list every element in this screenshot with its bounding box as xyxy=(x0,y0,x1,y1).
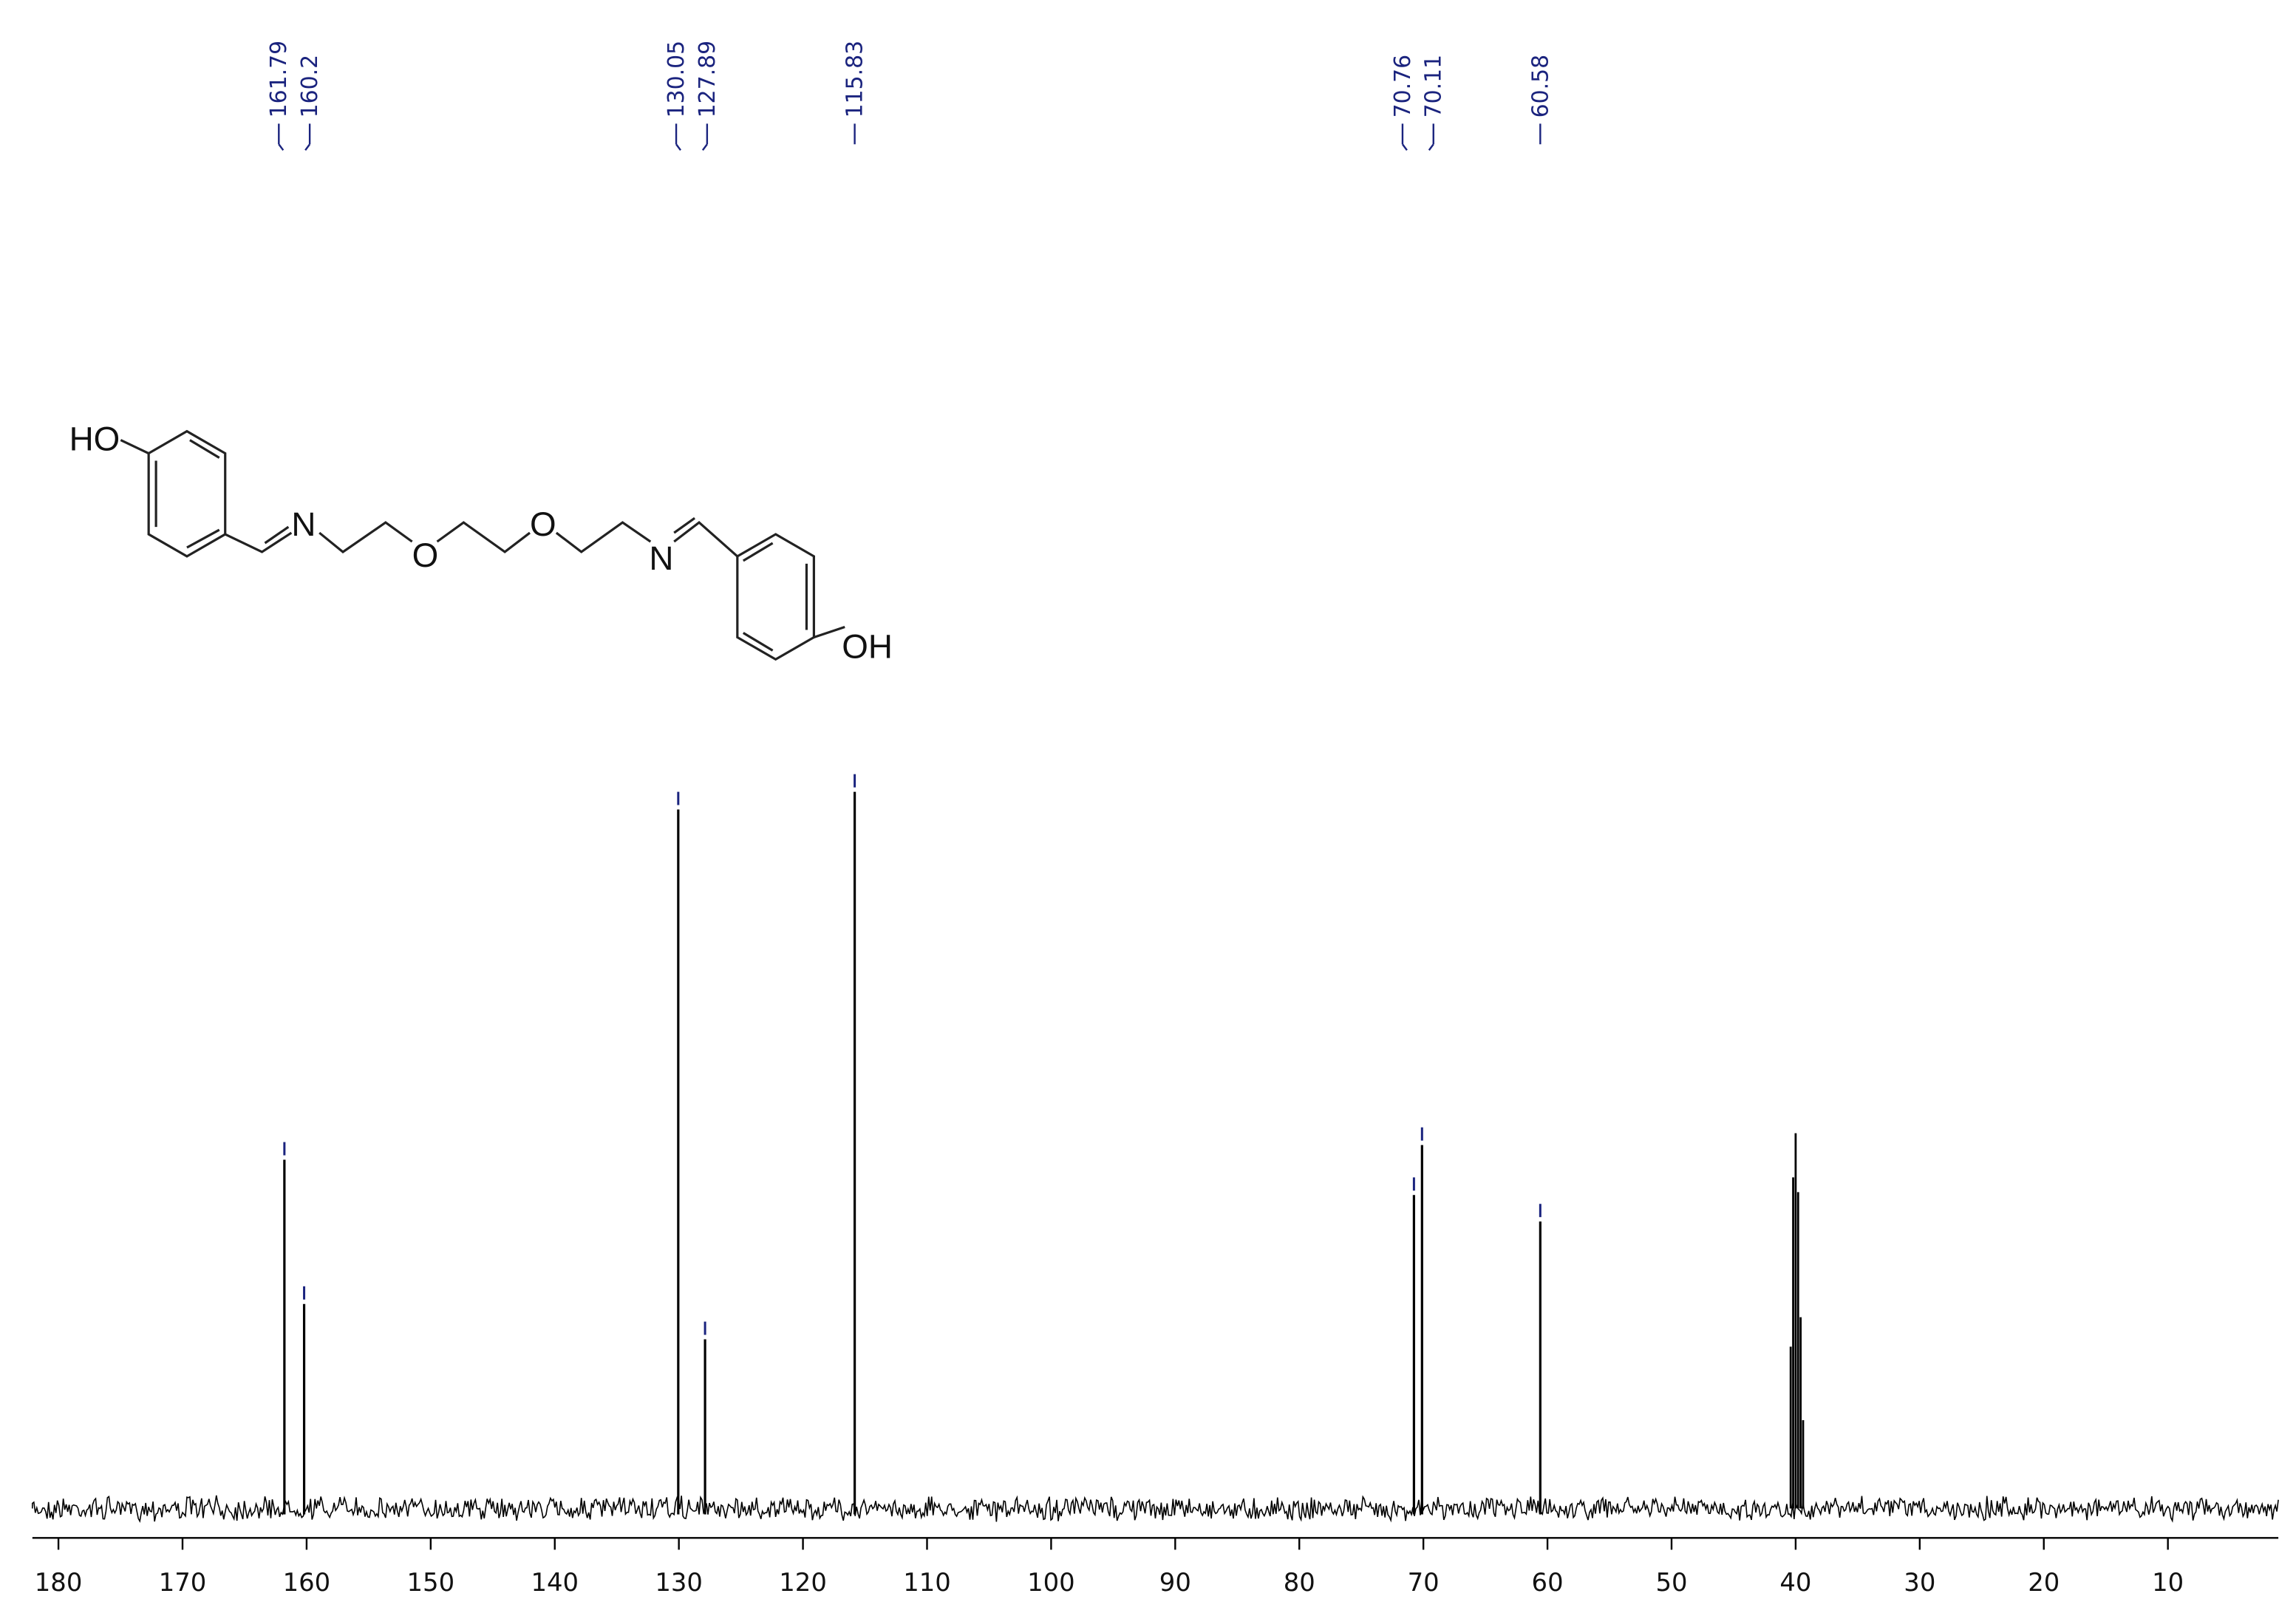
atom-label: O xyxy=(412,536,439,574)
bond xyxy=(673,521,738,558)
chain xyxy=(318,521,413,553)
peak-label: 130.05 xyxy=(664,41,689,117)
x-tick-label: 30 xyxy=(1904,1568,1935,1597)
peak-label: 70.11 xyxy=(1421,55,1447,117)
x-tick-label: 150 xyxy=(407,1568,455,1597)
label-connector xyxy=(675,143,681,151)
atom-label: OH xyxy=(842,627,893,665)
x-tick-label: 120 xyxy=(779,1568,827,1597)
x-tick-label: 60 xyxy=(1532,1568,1564,1597)
bond xyxy=(813,626,845,638)
atom-label: HO xyxy=(69,420,120,458)
benzene-ring xyxy=(736,533,815,661)
bond xyxy=(673,516,695,534)
x-tick-label: 140 xyxy=(531,1568,579,1597)
bond xyxy=(120,439,149,454)
peak-label: 115.83 xyxy=(842,41,868,117)
label-connector xyxy=(278,143,285,151)
peak-label: 127.89 xyxy=(695,41,721,117)
baseline-noise xyxy=(32,1495,2279,1524)
bond xyxy=(189,439,220,459)
x-tick-label: 180 xyxy=(35,1568,83,1597)
x-tick-label: 40 xyxy=(1779,1568,1811,1597)
x-tick-label: 90 xyxy=(1159,1568,1191,1597)
atom-label: N xyxy=(649,539,673,577)
label-connector xyxy=(1428,143,1434,151)
label-connector xyxy=(304,143,311,151)
x-tick-label: 10 xyxy=(2152,1568,2184,1597)
x-tick-label: 20 xyxy=(2028,1568,2060,1597)
x-tick-label: 160 xyxy=(283,1568,331,1597)
x-tick-label: 130 xyxy=(655,1568,703,1597)
bond xyxy=(264,525,290,545)
label-connector xyxy=(1401,143,1408,151)
chain xyxy=(555,521,652,553)
peak-label: 70.76 xyxy=(1390,55,1416,117)
chain xyxy=(436,521,531,553)
molecule-structure xyxy=(120,429,845,661)
peak-label: 161.79 xyxy=(266,41,292,117)
x-tick-label: 100 xyxy=(1027,1568,1075,1597)
x-tick-label: 80 xyxy=(1284,1568,1315,1597)
label-connector xyxy=(701,143,708,151)
bond xyxy=(742,632,774,652)
bond xyxy=(186,528,220,549)
peak-label: 60.58 xyxy=(1527,55,1553,117)
peak-label: 160.2 xyxy=(297,55,323,117)
benzene-ring xyxy=(147,429,227,558)
x-tick-label: 70 xyxy=(1408,1568,1440,1597)
bond xyxy=(742,542,774,562)
x-tick-label: 50 xyxy=(1655,1568,1687,1597)
bond xyxy=(225,531,293,553)
atom-label: O xyxy=(530,505,556,543)
x-tick-label: 110 xyxy=(903,1568,951,1597)
x-tick-label: 170 xyxy=(159,1568,207,1597)
atom-label: N xyxy=(291,505,316,543)
